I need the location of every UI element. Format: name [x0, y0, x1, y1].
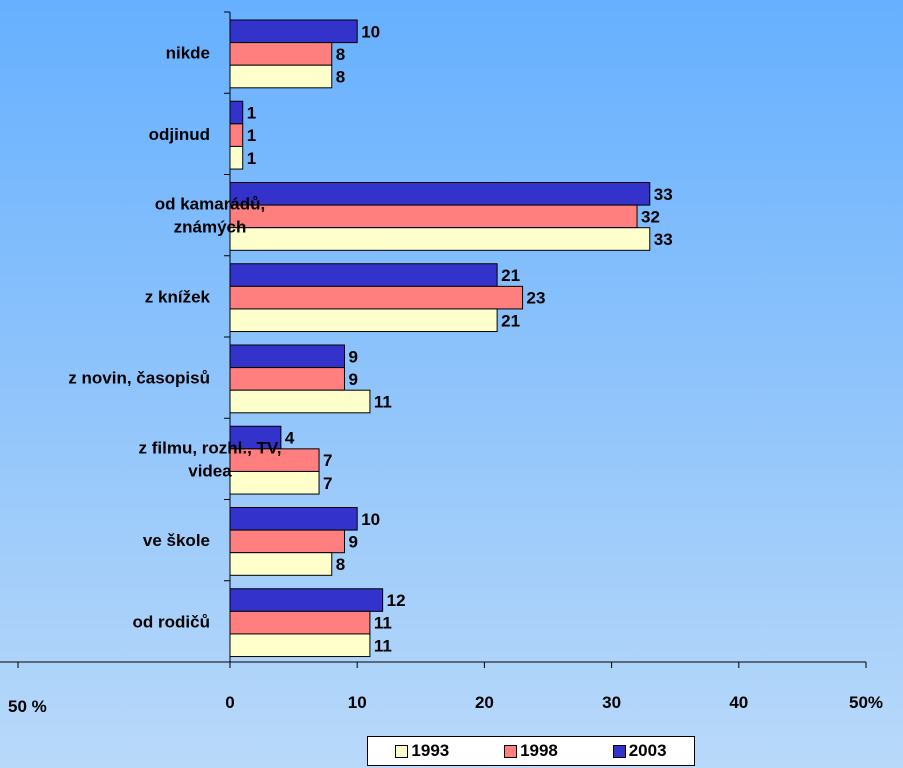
- bar-2003: [230, 20, 357, 43]
- category-label: z filmu, rozhl., TV,: [139, 438, 282, 457]
- bar-value-label: 9: [348, 532, 357, 551]
- bar-1993: [230, 390, 370, 413]
- bar-2003: [230, 345, 344, 368]
- category-label: nikde: [166, 44, 210, 63]
- category-label: známých: [174, 218, 247, 237]
- bar-value-label: 11: [374, 393, 392, 412]
- bar-value-label: 7: [323, 451, 332, 470]
- bar-1998: [230, 43, 332, 66]
- legend-label-2003: 2003: [629, 741, 667, 761]
- bar-value-label: 8: [336, 45, 345, 64]
- bar-2003: [230, 101, 243, 124]
- bar-value-label: 10: [361, 22, 380, 41]
- bar-1998: [230, 286, 523, 309]
- bar-value-label: 11: [374, 614, 392, 633]
- bar-value-label: 32: [641, 207, 660, 226]
- bar-1998: [230, 368, 344, 391]
- bar-value-label: 33: [654, 230, 673, 249]
- bar-1993: [230, 634, 370, 657]
- bar-value-label: 9: [348, 347, 357, 366]
- category-label: ve škole: [143, 531, 210, 550]
- category-label: odjinud: [149, 125, 210, 144]
- bar-value-label: 10: [361, 510, 380, 529]
- x-tick-label: 20: [475, 693, 494, 712]
- legend-label-1993: 1993: [411, 741, 449, 761]
- bar-value-label: 1: [247, 149, 256, 168]
- bar-1993: [230, 553, 332, 576]
- category-label: od rodičů: [133, 612, 210, 631]
- x-tick-label: 30: [602, 693, 621, 712]
- category-label: videa: [188, 461, 232, 480]
- bar-value-label: 23: [527, 289, 546, 308]
- category-label: z knížek: [145, 287, 211, 306]
- legend-swatch-2003: [613, 745, 626, 758]
- bar-value-label: 1: [247, 104, 256, 123]
- bar-1993: [230, 471, 319, 494]
- bar-value-label: 21: [501, 311, 520, 330]
- legend-item-1993: 1993: [395, 741, 449, 761]
- legend-swatch-1993: [395, 745, 408, 758]
- bar-value-label: 12: [387, 591, 406, 610]
- bar-1998: [230, 205, 637, 228]
- bar-chart: 0 10 20 30 40 50%1088nikde111odjinud333233od …: [0, 0, 903, 730]
- legend-swatch-1998: [504, 745, 517, 758]
- bar-1998: [230, 530, 344, 553]
- bar-2003: [230, 264, 497, 287]
- category-label: od kamarádů,: [155, 195, 266, 214]
- x-tick-label: 10: [348, 693, 367, 712]
- bar-2003: [230, 589, 383, 612]
- legend: 1993 1998 2003: [367, 736, 695, 766]
- bar-2003: [230, 508, 357, 531]
- stray-axis-label: 50 %: [8, 697, 47, 717]
- x-tick-label: 0: [225, 693, 234, 712]
- legend-item-1998: 1998: [504, 741, 558, 761]
- bar-1998: [230, 611, 370, 634]
- legend-item-2003: 2003: [613, 741, 667, 761]
- bar-1993: [230, 309, 497, 332]
- bar-value-label: 1: [247, 126, 256, 145]
- bar-value-label: 21: [501, 266, 520, 285]
- bar-value-label: 4: [285, 429, 295, 448]
- bar-value-label: 8: [336, 555, 345, 574]
- bar-value-label: 7: [323, 474, 332, 493]
- bar-1993: [230, 146, 243, 169]
- bar-2003: [230, 183, 650, 206]
- bar-value-label: 11: [374, 636, 392, 655]
- x-tick-label: 50%: [849, 693, 883, 712]
- bar-value-label: 33: [654, 185, 673, 204]
- x-tick-label: 40: [729, 693, 748, 712]
- legend-label-1998: 1998: [520, 741, 558, 761]
- bar-value-label: 8: [336, 68, 345, 87]
- bar-1998: [230, 124, 243, 147]
- bar-1993: [230, 228, 650, 251]
- bar-1993: [230, 65, 332, 88]
- category-label: z novin, časopisů: [68, 369, 210, 388]
- bar-value-label: 9: [348, 370, 357, 389]
